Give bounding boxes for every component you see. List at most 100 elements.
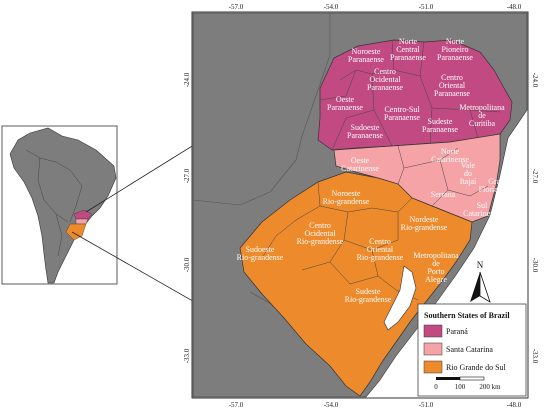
scale-bar-segment-1	[436, 377, 460, 380]
region-label-line: Noroeste	[332, 189, 361, 198]
santa-catarina-mesoregion-borders	[397, 145, 489, 207]
inset-map	[1, 125, 118, 285]
main-map: Noroeste Paranaense Norte Central Paranaens…	[183, 3, 539, 409]
region-label-line: Oeste	[336, 95, 355, 104]
left-lat-4: -33.0	[183, 348, 191, 363]
region-label-line: Oriental	[367, 245, 394, 254]
region-label-line: Centro	[369, 237, 391, 246]
region-label-line: Nordeste	[410, 215, 439, 224]
label-grande-florianopolis: Grande Florianópolis	[479, 177, 522, 194]
label-sudoeste-riograndense: Sudoeste Rio-grandense	[237, 245, 284, 262]
north-arrow-left-half	[470, 272, 480, 302]
region-label-line: Centro	[309, 221, 331, 230]
scale-bar-label-0: 0	[434, 383, 438, 391]
region-label-line: Alegre	[425, 275, 447, 284]
top-lon-1: -57.0	[229, 3, 244, 11]
label-nordeste-riograndense: Nordeste Rio-grandense	[401, 215, 448, 232]
region-label-line: Norte	[399, 37, 418, 46]
region-label-line: Porto	[427, 267, 444, 276]
label-centro-oriental-riograndense: Centro Oriental Rio-grandense	[357, 237, 404, 262]
region-label-line: Sul	[477, 201, 488, 210]
label-centro-ocidental-paranaense: Centro Ocidental Paranaense	[367, 67, 403, 92]
region-label-line: Pioneiro	[441, 45, 468, 54]
lagoa-dos-patos	[383, 265, 417, 331]
bottom-lon-2: -54.0	[324, 401, 339, 409]
region-label-line: Serrana	[431, 190, 456, 199]
scale-bar-label-200: 200 km	[479, 383, 501, 391]
label-centro-ocidental-riograndense: Centro Ocidental Rio-grandense	[297, 221, 344, 246]
region-label-line: Noroeste	[352, 47, 381, 56]
region-label-line: Paranaense	[327, 103, 363, 112]
legend-title: Southern States of Brazil	[424, 311, 510, 320]
legend-label-santa-catarina: Santa Catarina	[446, 345, 493, 354]
region-label-line: Rio-grandense	[401, 223, 448, 232]
region-label-line: Rio-grandense	[345, 295, 392, 304]
inset-study-area	[65, 209, 93, 241]
region-label-line: Paranaense	[390, 53, 426, 62]
region-label-line: Rio-grandense	[357, 253, 404, 262]
legend: Southern States of Brazil Paraná Santa C…	[417, 303, 527, 397]
right-lat-3: -30.0	[531, 258, 539, 273]
region-label-line: Centro-Sul	[384, 105, 420, 114]
right-lat-2: -27.0	[531, 169, 539, 184]
top-lon-2: -54.0	[324, 3, 339, 11]
region-label-line: Paranaense	[347, 131, 383, 140]
state-rio-grande-do-sul	[239, 171, 473, 397]
legend-label-rio-grande-do-sul: Rio Grande do Sul	[446, 363, 507, 372]
scale-bar: 0 100 200 km	[434, 376, 501, 391]
region-label-line: Paranaense	[384, 113, 420, 122]
country-borders	[192, 13, 361, 381]
region-label-line: Centro	[374, 67, 396, 76]
region-label-line: Metropolitana	[459, 103, 505, 112]
coordinate-labels: -57.0 -54.0 -51.0 -48.0 -57.0 -54.0 -51.…	[183, 3, 539, 409]
region-label-line: Rio-grandense	[323, 197, 370, 206]
label-sul-catarinense: Sul Catarinense	[463, 201, 501, 218]
top-lon-3: -51.0	[419, 3, 434, 11]
label-sudeste-paranaense: Sudeste Paranaense	[422, 117, 458, 134]
region-label-line: Metropolitana	[413, 251, 459, 260]
region-label-line: Ocidental	[369, 75, 401, 84]
south-america-landmass	[9, 127, 117, 284]
region-label-line: do	[464, 169, 472, 178]
region-label-line: Sudeste	[428, 117, 453, 126]
label-centro-oriental-paranaense: Centro Oriental Paranaense	[434, 73, 470, 98]
label-centro-sul-paranaense: Centro-Sul Paranaense	[384, 105, 420, 122]
left-lat-1: -24.0	[183, 72, 191, 87]
label-noroeste-paranaense: Noroeste Paranaense	[348, 47, 384, 64]
region-label-line: Florianópolis	[479, 185, 522, 194]
region-label-line: de	[432, 259, 440, 268]
scale-bar-label-100: 100	[455, 383, 466, 391]
scale-bar-segment-2	[459, 376, 485, 381]
label-norte-central-paranaense: Norte Central Paranaense	[390, 37, 426, 62]
parana-mesoregion-borders	[319, 39, 501, 151]
bottom-lon-4: -48.0	[507, 401, 522, 409]
region-label-line: Ocidental	[304, 229, 336, 238]
region-label-line: Norte	[446, 37, 465, 46]
label-sudeste-riograndense: Sudeste Rio-grandense	[345, 287, 392, 304]
region-label-line: Paranaense	[434, 89, 470, 98]
rio-grande-mesoregion-borders	[261, 181, 419, 301]
bottom-lon-1: -57.0	[229, 401, 244, 409]
label-sudoeste-paranaense: Sudoeste Paranaense	[347, 123, 383, 140]
region-label-line: Norte	[441, 147, 460, 156]
region-label-line: Paranaense	[367, 83, 403, 92]
region-label-line: Vale	[461, 161, 476, 170]
region-label-line: Paranaense	[422, 125, 458, 134]
region-label-line: Curitiba	[469, 119, 496, 128]
region-label-line: Grande	[488, 177, 512, 186]
label-norte-pioneiro-paranaense: Norte Pioneiro Paranaense	[437, 37, 473, 62]
region-label-line: Centro	[441, 73, 463, 82]
region-label-line: Oriental	[439, 81, 466, 90]
right-lat-1: -24.0	[531, 73, 539, 88]
label-vale-itajai: Vale do Itajaí	[460, 161, 477, 186]
region-label-line: Catarinense	[341, 164, 379, 173]
top-lon-4: -48.0	[507, 3, 522, 11]
legend-swatch-parana	[423, 324, 443, 338]
right-lat-4: -33.0	[531, 349, 539, 364]
left-lat-3: -30.0	[183, 257, 191, 272]
label-noroeste-riograndense: Noroeste Rio-grandense	[323, 189, 370, 206]
region-label-line: Catarinense	[463, 209, 501, 218]
region-label-line: Paranaense	[348, 55, 384, 64]
north-arrow-label: N	[477, 260, 484, 270]
